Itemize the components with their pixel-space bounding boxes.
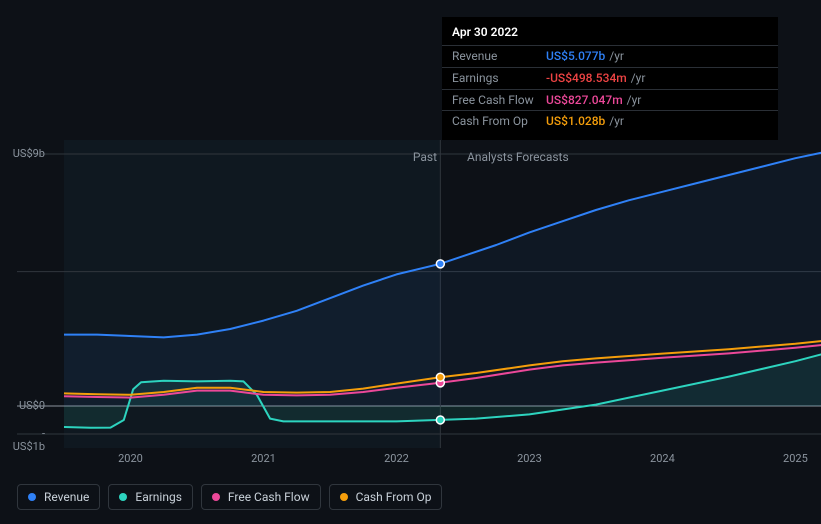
x-tick-label: 2020 xyxy=(118,452,143,465)
y-tick-label: -US$1b xyxy=(13,427,45,453)
tooltip-metric-value: US$5.077b xyxy=(546,48,605,65)
legend-dot-icon xyxy=(28,493,36,501)
legend-label: Revenue xyxy=(44,490,89,504)
x-tick-label: 2025 xyxy=(783,452,808,465)
tooltip-row: Cash From OpUS$1.028b/yr xyxy=(442,110,778,132)
tooltip-metric-label: Revenue xyxy=(452,48,546,65)
legend-label: Free Cash Flow xyxy=(228,490,310,504)
legend-item-cfo[interactable]: Cash From Op xyxy=(329,484,443,510)
tooltip-metric-value: US$827.047m xyxy=(546,92,623,109)
legend-dot-icon xyxy=(212,493,220,501)
legend-dot-icon xyxy=(340,493,348,501)
tooltip-metric-suffix: /yr xyxy=(609,113,624,130)
legend-label: Earnings xyxy=(135,490,182,504)
tooltip-metric-label: Free Cash Flow xyxy=(452,92,546,109)
legend-dot-icon xyxy=(119,493,127,501)
tooltip-metric-value: US$1.028b xyxy=(546,113,605,130)
y-tick-label: US$0 xyxy=(19,399,45,412)
tooltip-metric-label: Cash From Op xyxy=(452,113,546,130)
y-tick-label: US$9b xyxy=(13,147,45,160)
legend-item-revenue[interactable]: Revenue xyxy=(17,484,100,510)
tooltip-metric-suffix: /yr xyxy=(609,48,624,65)
section-label-past: Past xyxy=(413,150,437,164)
x-tick-label: 2022 xyxy=(384,452,409,465)
legend: Revenue Earnings Free Cash Flow Cash From O… xyxy=(17,484,442,510)
tooltip-row: RevenueUS$5.077b/yr xyxy=(442,45,778,67)
tooltip-row: Free Cash FlowUS$827.047m/yr xyxy=(442,89,778,111)
x-tick-label: 2023 xyxy=(517,452,542,465)
tooltip-row: Earnings-US$498.534m/yr xyxy=(442,67,778,89)
tooltip: Apr 30 2022 RevenueUS$5.077b/yrEarnings-… xyxy=(442,17,778,140)
tooltip-metric-value: -US$498.534m xyxy=(546,70,627,87)
tooltip-date: Apr 30 2022 xyxy=(442,25,778,45)
x-tick-label: 2024 xyxy=(650,452,675,465)
tooltip-metric-suffix: /yr xyxy=(631,70,646,87)
legend-item-earnings[interactable]: Earnings xyxy=(108,484,193,510)
legend-item-fcf[interactable]: Free Cash Flow xyxy=(201,484,321,510)
x-tick-label: 2021 xyxy=(251,452,276,465)
tooltip-metric-label: Earnings xyxy=(452,70,546,87)
tooltip-metric-suffix: /yr xyxy=(627,92,642,109)
section-label-forecast: Analysts Forecasts xyxy=(467,150,569,164)
legend-label: Cash From Op xyxy=(356,490,432,504)
